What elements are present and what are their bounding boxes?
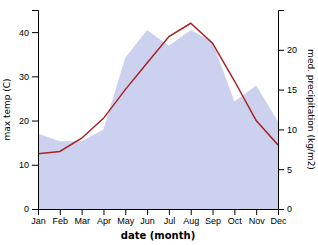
tick: Nov	[249, 209, 266, 226]
tick-label: 5	[287, 165, 292, 175]
tick-mark	[278, 90, 284, 91]
tick: 30	[19, 72, 38, 82]
tick-label: 0	[24, 204, 29, 214]
tick: Jan	[31, 209, 46, 226]
tick: Feb	[53, 209, 69, 226]
tick-label: Jul	[164, 216, 176, 226]
tick-mark	[169, 209, 170, 215]
y-axis-title: max temp (C)	[2, 78, 12, 140]
tick: Mar	[74, 209, 90, 226]
tick-label: 40	[19, 27, 29, 37]
tick-label: Oct	[228, 216, 243, 226]
tick: 20	[278, 45, 297, 55]
area	[38, 30, 278, 209]
tick-mark	[32, 76, 38, 77]
tick: Oct	[228, 209, 243, 226]
tick: Apr	[97, 209, 111, 226]
axis-line	[39, 210, 279, 216]
tick-label: Apr	[97, 216, 111, 226]
tick-label: Jun	[140, 216, 155, 226]
x-axis: Jan Feb Mar Apr May Jun Jul Aug Sep Oct Nov Dec	[31, 209, 287, 226]
tick-mark	[125, 209, 126, 215]
tick-label: Mar	[74, 216, 90, 226]
tick-mark	[103, 209, 104, 215]
tick: 40	[19, 27, 38, 37]
tick-mark	[82, 209, 83, 215]
plot: JanFebMarAprMayJunJulAugSepOctNovDec0102…	[2, 11, 316, 242]
marks	[38, 23, 278, 209]
tick-mark	[234, 209, 235, 215]
tick-mark	[256, 209, 257, 215]
y-axis: 0 10 20 30 40	[19, 11, 39, 215]
tick: 15	[278, 85, 297, 95]
y2-axis: 0 5 10 15 20	[278, 11, 297, 215]
tick-mark	[278, 209, 284, 210]
tick: 0	[24, 204, 38, 214]
tick-mark	[191, 209, 192, 215]
tick-label: 15	[287, 85, 297, 95]
tick-mark	[32, 209, 38, 210]
tick-label: 10	[19, 160, 29, 170]
tick-mark	[32, 121, 38, 122]
tick: Jul	[164, 209, 176, 226]
tick-mark	[278, 50, 284, 51]
tick-mark	[32, 165, 38, 166]
tick-mark	[60, 209, 61, 215]
tick: 10	[278, 125, 297, 135]
tick-label: 10	[287, 125, 297, 135]
tick-label: 20	[287, 45, 297, 55]
tick-label: Nov	[249, 216, 266, 226]
tick-mark	[147, 209, 148, 215]
tick: Jun	[140, 209, 155, 226]
tick-label: Aug	[183, 216, 199, 226]
chart: JanFebMarAprMayJunJulAugSepOctNovDec0102…	[0, 0, 318, 245]
tick-label: Feb	[53, 216, 69, 226]
axis-line	[32, 11, 39, 210]
tick-mark	[213, 209, 214, 215]
tick: Sep	[205, 209, 221, 226]
tick-mark	[278, 129, 284, 130]
line	[38, 23, 278, 153]
y2-axis-title: med. precipitation (kg/m2)	[306, 49, 316, 170]
tick-label: Jan	[31, 216, 46, 226]
tick-label: May	[117, 216, 135, 226]
tick: 0	[278, 204, 292, 214]
tick: May	[117, 209, 135, 226]
tick-label: 20	[19, 116, 29, 126]
x-axis-title: date (month)	[121, 230, 195, 241]
axis-line	[279, 11, 285, 210]
tick: 20	[19, 116, 38, 126]
tick: Dec	[270, 209, 287, 226]
tick-mark	[278, 169, 284, 170]
tick: 5	[278, 165, 292, 175]
tick: 10	[19, 160, 38, 170]
tick-label: 30	[19, 72, 29, 82]
tick-label: Sep	[205, 216, 221, 226]
tick-label: Dec	[270, 216, 287, 226]
tick: Aug	[183, 209, 199, 226]
tick-mark	[32, 32, 38, 33]
tick-label: 0	[287, 204, 292, 214]
